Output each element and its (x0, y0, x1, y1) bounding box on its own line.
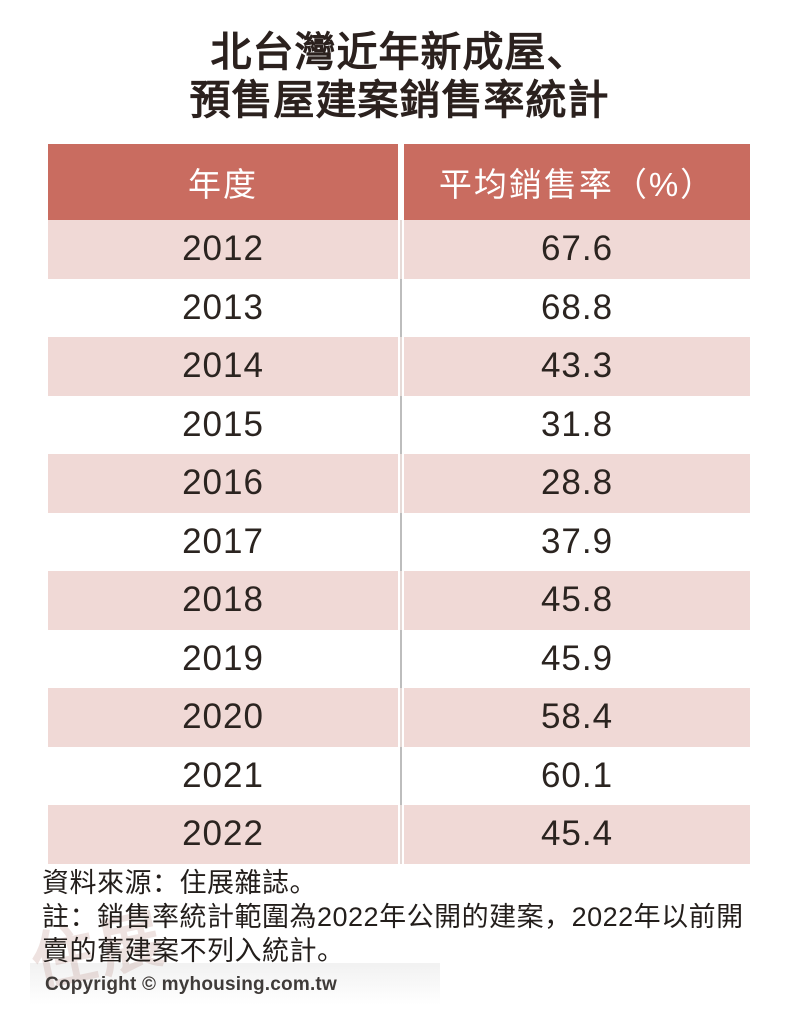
column-divider (398, 395, 404, 454)
year-cell: 2022 (48, 805, 398, 864)
column-divider (398, 571, 404, 630)
footer-notes: 資料來源：住展雜誌。 註：銷售率統計範圍為2022年公開的建案，2022年以前開… (42, 866, 768, 968)
page-title-line1: 北台灣近年新成屋、 (210, 29, 589, 75)
year-cell: 2013 (48, 278, 398, 337)
table-row: 2012 67.6 (48, 220, 750, 279)
year-cell: 2019 (48, 629, 398, 688)
divider-line (400, 746, 402, 805)
column-divider (398, 746, 404, 805)
table-row: 2013 68.8 (48, 278, 750, 337)
column-divider (398, 144, 404, 220)
rate-cell: 43.3 (404, 337, 750, 396)
rate-cell: 45.9 (404, 629, 750, 688)
divider-line (400, 571, 402, 630)
year-cell: 2015 (48, 395, 398, 454)
rate-cell: 37.9 (404, 512, 750, 571)
divider-line (400, 629, 402, 688)
divider-line (400, 278, 402, 337)
column-divider (398, 278, 404, 337)
page-title-line2: 預售屋建案銷售率統計 (189, 77, 610, 123)
year-cell: 2016 (48, 454, 398, 513)
column-divider (398, 512, 404, 571)
column-divider (398, 688, 404, 747)
rate-cell: 67.6 (404, 220, 750, 279)
copyright-text: Copyright © myhousing.com.tw (45, 974, 337, 995)
table-row: 2016 28.8 (48, 454, 750, 513)
table-row: 2022 45.4 (48, 805, 750, 864)
column-divider (398, 454, 404, 513)
column-divider (398, 220, 404, 279)
statistics-note: 註：銷售率統計範圍為2022年公開的建案，2022年以前開賣的舊建案不列入統計。 (42, 902, 744, 966)
table-row: 2017 37.9 (48, 512, 750, 571)
table-row: 2020 58.4 (48, 688, 750, 747)
table-header-row: 年度 平均銷售率（%） (48, 144, 750, 220)
divider-line (400, 512, 402, 571)
column-divider (398, 337, 404, 396)
rate-cell: 60.1 (404, 746, 750, 805)
year-cell: 2012 (48, 220, 398, 279)
divider-line (400, 454, 402, 513)
rate-cell: 45.4 (404, 805, 750, 864)
rate-cell: 68.8 (404, 278, 750, 337)
rate-cell: 31.8 (404, 395, 750, 454)
year-cell: 2018 (48, 571, 398, 630)
year-cell: 2020 (48, 688, 398, 747)
rate-cell: 45.8 (404, 571, 750, 630)
divider-line (400, 395, 402, 454)
year-cell: 2021 (48, 746, 398, 805)
header-cell-year: 年度 (48, 144, 398, 220)
divider-line (400, 805, 402, 864)
year-cell: 2017 (48, 512, 398, 571)
year-cell: 2014 (48, 337, 398, 396)
column-divider (398, 629, 404, 688)
source-note: 資料來源：住展雜誌。 (42, 868, 317, 898)
table-row: 2014 43.3 (48, 337, 750, 396)
page-title: 北台灣近年新成屋、 預售屋建案銷售率統計 (0, 28, 799, 124)
divider-line (400, 220, 402, 279)
table-row: 2021 60.1 (48, 746, 750, 805)
table-row: 2015 31.8 (48, 395, 750, 454)
sales-rate-table: 年度 平均銷售率（%） 2012 67.6 2013 68.8 2014 43.… (48, 144, 750, 864)
column-divider (398, 805, 404, 864)
table-row: 2019 45.9 (48, 629, 750, 688)
rate-cell: 28.8 (404, 454, 750, 513)
divider-line (400, 337, 402, 396)
divider-line (400, 688, 402, 747)
table-row: 2018 45.8 (48, 571, 750, 630)
rate-cell: 58.4 (404, 688, 750, 747)
table-body: 2012 67.6 2013 68.8 2014 43.3 2015 31.8 … (48, 220, 750, 864)
header-cell-rate: 平均銷售率（%） (404, 144, 750, 220)
